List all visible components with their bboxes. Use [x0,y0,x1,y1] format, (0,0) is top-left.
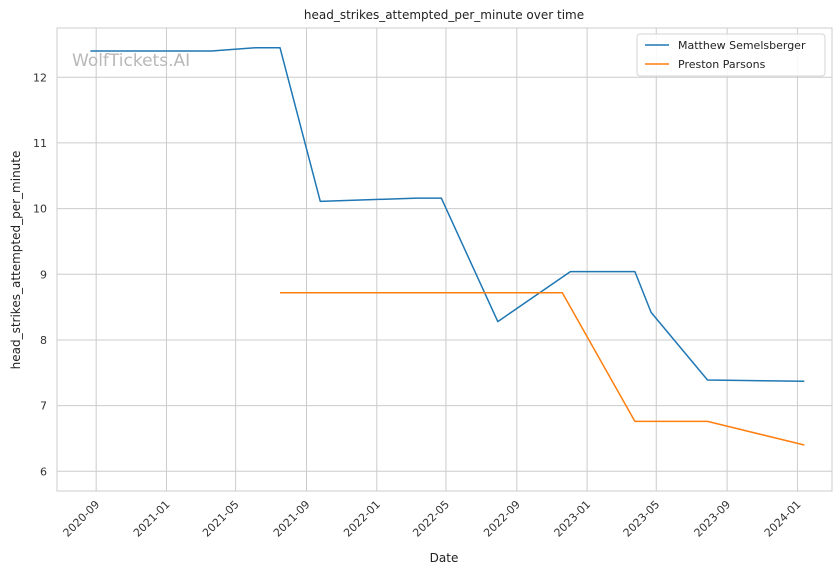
y-tick-label: 8 [40,334,47,347]
x-axis-label: Date [430,551,459,565]
y-tick-label: 6 [40,465,47,478]
y-axis-label: head_strikes_attempted_per_minute [9,151,23,370]
series-line-1 [280,291,805,446]
series-layer [90,46,805,446]
plot-area [57,28,832,491]
legend-entry-0: Matthew Semelsberger [678,39,806,52]
grid-lines [57,28,832,491]
y-tick-label: 9 [40,268,47,281]
chart-title: head_strikes_attempted_per_minute over t… [304,8,584,22]
series-line-0 [90,46,805,383]
y-tick-label: 10 [33,203,47,216]
y-tick-label: 7 [40,400,47,413]
legend-entry-1: Preston Parsons [678,58,766,71]
legend: Matthew Semelsberger Preston Parsons [636,33,826,77]
y-axis-ticks: 6 7 8 9 10 11 12 [33,71,47,478]
y-tick-label: 12 [33,71,47,84]
y-tick-label: 11 [33,137,47,150]
plot-frame [56,27,833,492]
watermark: WolfTickets.AI [72,51,190,71]
legend-box [636,33,826,77]
